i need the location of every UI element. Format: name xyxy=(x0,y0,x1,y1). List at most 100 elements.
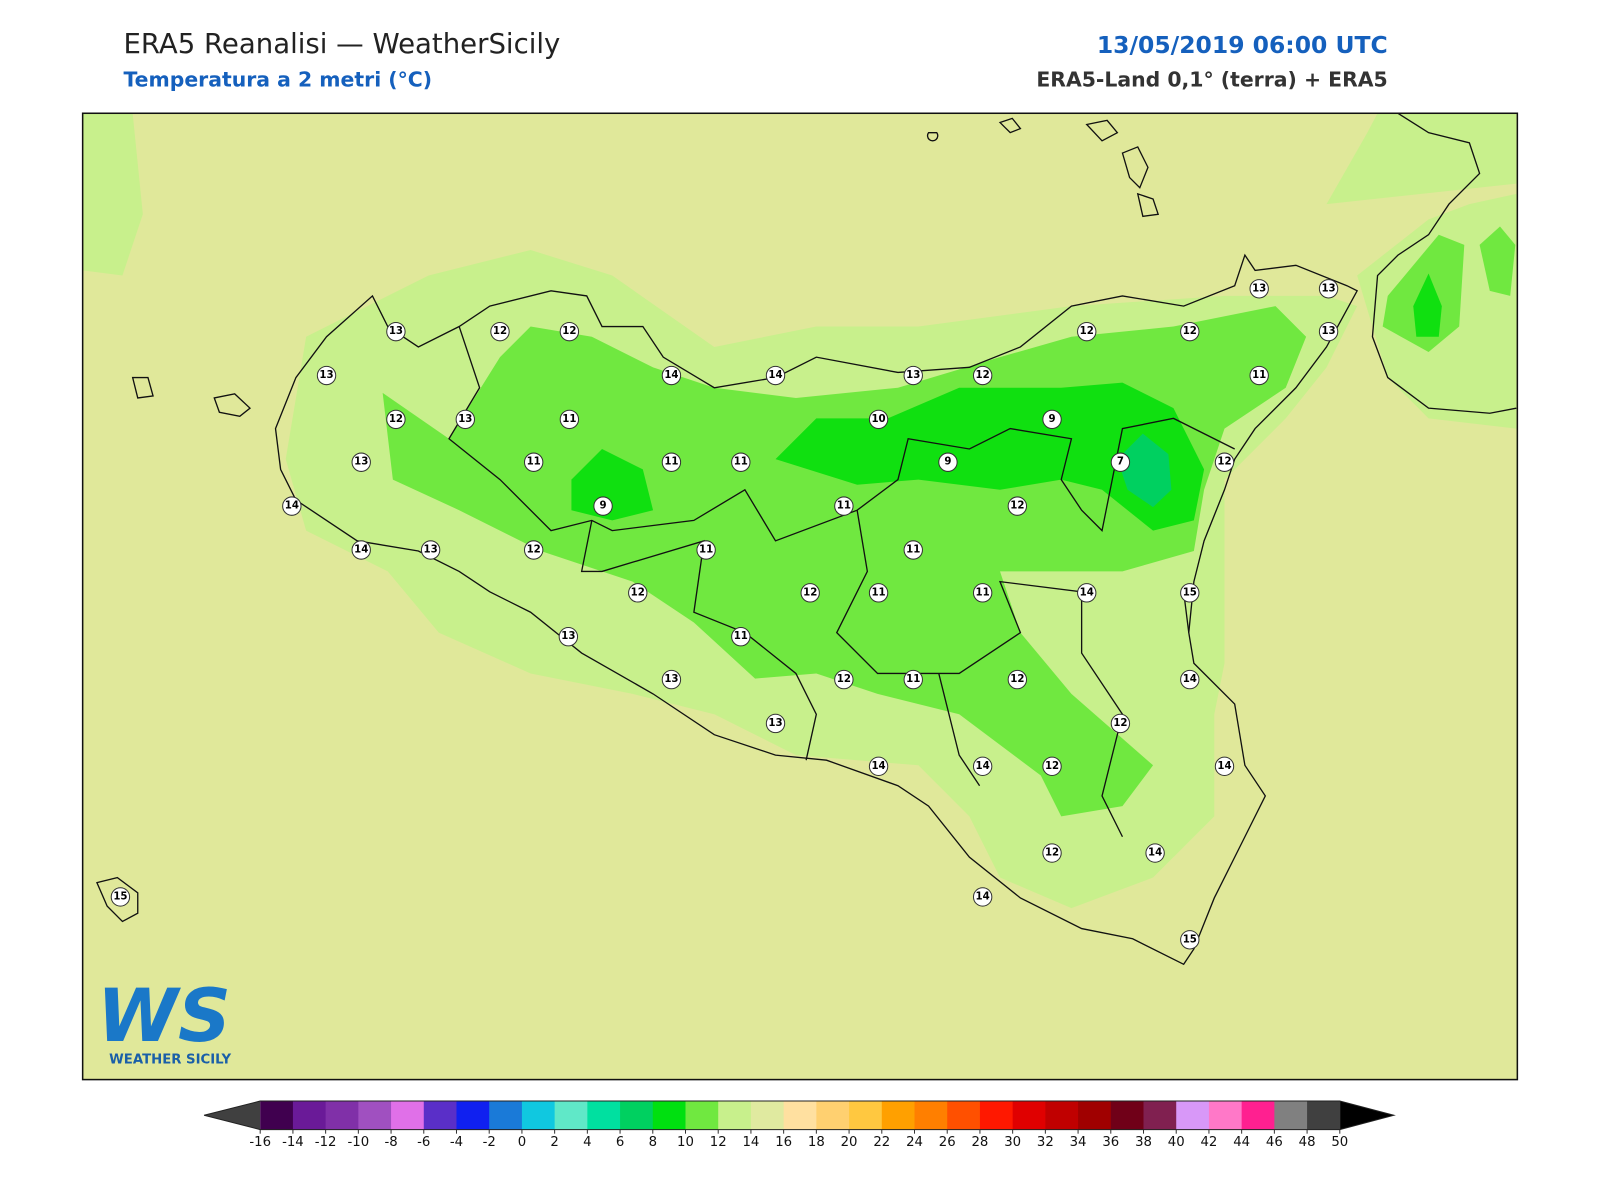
colorbar-label: 24 xyxy=(906,1135,923,1150)
station-value: 14 xyxy=(354,545,368,556)
colorbar-label: -16 xyxy=(249,1135,271,1150)
station-marker xyxy=(1077,583,1097,603)
station-marker xyxy=(1180,669,1200,690)
station-value: 12 xyxy=(562,326,576,337)
station-marker xyxy=(351,540,371,560)
colorbar-label: 40 xyxy=(1168,1135,1185,1150)
colorbar-label: 34 xyxy=(1070,1135,1087,1150)
colorbar-cell xyxy=(358,1101,392,1130)
colorbar-label: 38 xyxy=(1135,1135,1152,1150)
station-value: 12 xyxy=(976,370,990,381)
colorbar-label: 0 xyxy=(518,1135,526,1150)
station-value: 10 xyxy=(871,414,885,425)
logo: WS WEATHER SICILY xyxy=(97,974,232,1067)
colorbar-cell xyxy=(914,1101,948,1130)
station-marker xyxy=(523,540,544,560)
station-value: 14 xyxy=(1148,848,1162,859)
station-marker xyxy=(1077,321,1097,342)
station-marker xyxy=(972,887,993,907)
colorbar-cell xyxy=(587,1101,621,1130)
colorbar-cell xyxy=(260,1101,294,1130)
station-marker xyxy=(523,452,544,472)
colorbar-label: -14 xyxy=(282,1135,304,1150)
colorbar-label: 26 xyxy=(939,1135,956,1150)
station: 12 xyxy=(1180,321,1200,342)
station-marker xyxy=(868,583,889,603)
station-value: 9 xyxy=(600,501,607,512)
colorbar-label: -10 xyxy=(348,1135,370,1150)
colorbar-cell xyxy=(881,1101,916,1130)
station: 14 xyxy=(351,540,371,560)
station: 12 xyxy=(1042,843,1062,863)
station-value: 14 xyxy=(871,761,885,772)
station-marker xyxy=(765,365,786,386)
colorbar-label: 16 xyxy=(775,1135,792,1150)
station: 11 xyxy=(559,409,580,430)
station-value: 15 xyxy=(1183,934,1197,945)
colorbar-outline xyxy=(203,1100,1396,1131)
station-marker xyxy=(628,583,648,603)
station-value: 11 xyxy=(527,457,541,468)
station: 12 xyxy=(490,321,510,342)
colorbar-cell xyxy=(652,1101,687,1130)
station-marker xyxy=(1180,321,1200,342)
colorbar-label: 28 xyxy=(971,1135,988,1150)
station-marker xyxy=(558,627,579,647)
station: 13 xyxy=(316,365,337,386)
station-value: 9 xyxy=(1048,414,1055,425)
colorbar-label: -4 xyxy=(450,1135,463,1150)
colorbar-cell xyxy=(1307,1101,1341,1130)
logo-text: WEATHER SICILY xyxy=(109,1052,231,1067)
station: 13 xyxy=(420,540,441,560)
station: 7 xyxy=(1110,452,1131,472)
station: 12 xyxy=(1110,713,1131,734)
station-value: 11 xyxy=(664,457,678,468)
station-value: 13 xyxy=(768,718,782,729)
station: 12 xyxy=(1007,669,1028,690)
coastline xyxy=(96,112,1517,966)
station: 13 xyxy=(765,713,786,734)
station: 14 xyxy=(972,887,993,907)
station-marker xyxy=(1110,452,1131,472)
map: 13 12 12 13 14 14 13 12 12 12 13 13 13 11 12 13 11 10 9 13 1… xyxy=(81,112,1519,1081)
colorbar-label: 8 xyxy=(649,1135,657,1150)
station: 13 xyxy=(386,321,406,342)
station-value: 11 xyxy=(976,587,990,598)
station-value: 11 xyxy=(837,501,851,512)
colorbar-cell xyxy=(1110,1101,1145,1130)
station-value: 12 xyxy=(837,674,851,685)
station-marker xyxy=(903,365,923,386)
station-value: 12 xyxy=(389,414,403,425)
station: 15 xyxy=(1180,583,1200,603)
station-marker xyxy=(800,583,820,603)
station: 13 xyxy=(351,452,371,472)
colorbar-label: 10 xyxy=(677,1135,694,1150)
station-value: 12 xyxy=(1183,326,1197,337)
station-marker xyxy=(1042,409,1062,430)
station-marker xyxy=(972,756,993,777)
station: 15 xyxy=(110,887,131,907)
station-marker xyxy=(110,887,131,907)
station-value: 13 xyxy=(664,674,678,685)
colorbar-cell xyxy=(1012,1101,1046,1130)
station-marker xyxy=(834,669,854,690)
station: 14 xyxy=(868,756,889,777)
logo-letters: WS xyxy=(97,974,231,1059)
station-value: 12 xyxy=(1045,848,1059,859)
datetime: 13/05/2019 06:00 UTC xyxy=(1097,31,1388,59)
station-marker xyxy=(559,409,580,430)
station-marker xyxy=(972,583,993,603)
station: 11 xyxy=(523,452,544,472)
colorbar-cell xyxy=(947,1101,981,1130)
station: 11 xyxy=(972,583,993,603)
station-value: 11 xyxy=(1252,370,1266,381)
station: 11 xyxy=(696,540,716,560)
station: 12 xyxy=(1077,321,1097,342)
station-marker xyxy=(1318,279,1339,299)
station-value: 13 xyxy=(1321,326,1335,337)
station-marker xyxy=(661,669,682,690)
station-value: 13 xyxy=(389,326,403,337)
station-value: 12 xyxy=(631,587,645,598)
